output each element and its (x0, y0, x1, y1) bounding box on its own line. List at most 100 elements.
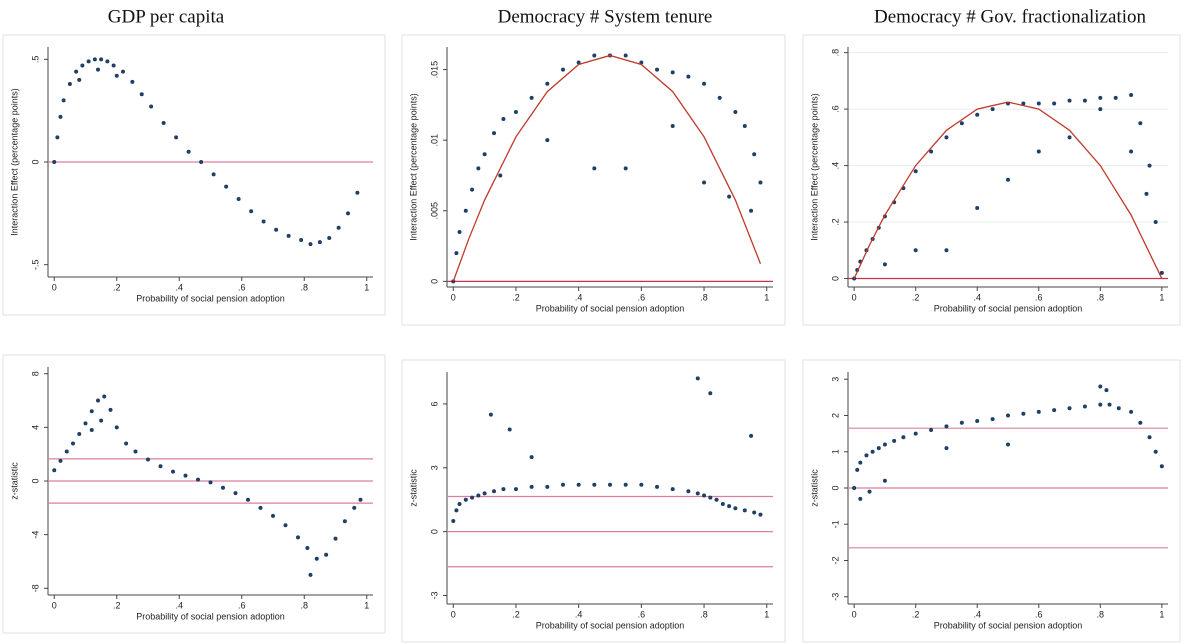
point (717, 95, 722, 100)
point (623, 53, 628, 58)
y-axis-title: z-statistic (408, 469, 418, 507)
point (333, 536, 338, 541)
point (1098, 402, 1103, 407)
point (913, 169, 918, 174)
point (352, 505, 357, 510)
point (686, 489, 691, 494)
point (749, 433, 754, 438)
point (959, 420, 964, 425)
point (171, 469, 175, 474)
y-tick-label: .01 (429, 134, 439, 147)
point (96, 67, 100, 72)
point (236, 196, 241, 201)
y-tick-label: 3 (830, 377, 840, 382)
point (355, 190, 360, 195)
point (876, 446, 881, 451)
point (296, 535, 300, 540)
point (233, 491, 238, 496)
x-tick-label: 0 (52, 282, 57, 292)
point (623, 482, 628, 487)
point (221, 485, 225, 490)
x-tick-label: 1 (1159, 609, 1164, 619)
x-tick-label: .4 (973, 292, 981, 302)
point (476, 493, 481, 498)
x-tick-label: .2 (113, 600, 121, 610)
point (975, 112, 980, 117)
point (758, 180, 763, 185)
x-tick-label: .8 (1097, 609, 1105, 619)
panel-frame (802, 34, 1181, 326)
point (1098, 95, 1103, 100)
point (258, 505, 263, 510)
y-tick-label: 0 (429, 529, 439, 534)
point (482, 152, 487, 157)
point (686, 74, 691, 79)
y-axis-title: Interaction Effect (percentage points) (408, 93, 418, 240)
x-tick-label: .4 (175, 600, 183, 610)
point (314, 556, 319, 561)
point (655, 484, 660, 489)
x-tick-label: .6 (238, 282, 246, 292)
x-axis-title: Probability of social pension adoption (934, 620, 1083, 630)
point (695, 491, 700, 496)
y-tick-label: -2 (830, 556, 840, 564)
point (492, 131, 497, 136)
point (758, 512, 763, 517)
panel-frame (802, 359, 1181, 643)
y-tick-label: -1 (830, 520, 840, 528)
point (1138, 121, 1143, 126)
point (1082, 404, 1087, 409)
x-tick-label: .8 (1097, 292, 1105, 302)
point (1052, 408, 1057, 413)
point (457, 501, 462, 506)
point (108, 407, 113, 412)
y-tick-label: 0 (429, 279, 439, 284)
point (358, 497, 363, 502)
point (975, 418, 980, 423)
point (592, 482, 597, 487)
point (121, 69, 125, 74)
point (882, 262, 887, 267)
point (592, 166, 597, 171)
point (1144, 191, 1149, 196)
point (1116, 406, 1121, 411)
point (560, 482, 565, 487)
point (346, 211, 350, 216)
point (749, 208, 754, 213)
point (1098, 384, 1103, 389)
point (114, 425, 119, 430)
point (476, 166, 481, 171)
point (944, 424, 949, 429)
point (867, 489, 872, 494)
point (64, 449, 69, 454)
point (858, 496, 863, 501)
point (858, 460, 863, 465)
point (592, 53, 597, 58)
panel: Democracy # System tenure 0 .005 .01 .015 0 .2… (401, 6, 786, 326)
x-axis-title: Probability of social pension adoption (536, 303, 685, 313)
point (501, 117, 506, 121)
point (305, 546, 310, 551)
point (55, 135, 60, 140)
point (336, 225, 341, 230)
point (299, 238, 304, 243)
point (324, 552, 329, 557)
point (451, 518, 456, 523)
point (1021, 101, 1026, 106)
x-axis-title: Probability of social pension adoption (136, 293, 285, 303)
point (77, 432, 82, 437)
x-tick-label: .8 (300, 600, 308, 610)
point (1159, 464, 1164, 469)
point (327, 235, 332, 240)
point (670, 124, 675, 129)
point (752, 152, 757, 157)
panel-frame (2, 34, 386, 316)
point (308, 572, 313, 577)
point (1138, 420, 1143, 425)
y-axis-title: Interaction Effect (percentage points) (809, 93, 819, 240)
point (454, 508, 459, 513)
x-tick-label: .6 (1035, 292, 1043, 302)
point (1147, 163, 1152, 168)
x-tick-label: .4 (973, 609, 981, 619)
